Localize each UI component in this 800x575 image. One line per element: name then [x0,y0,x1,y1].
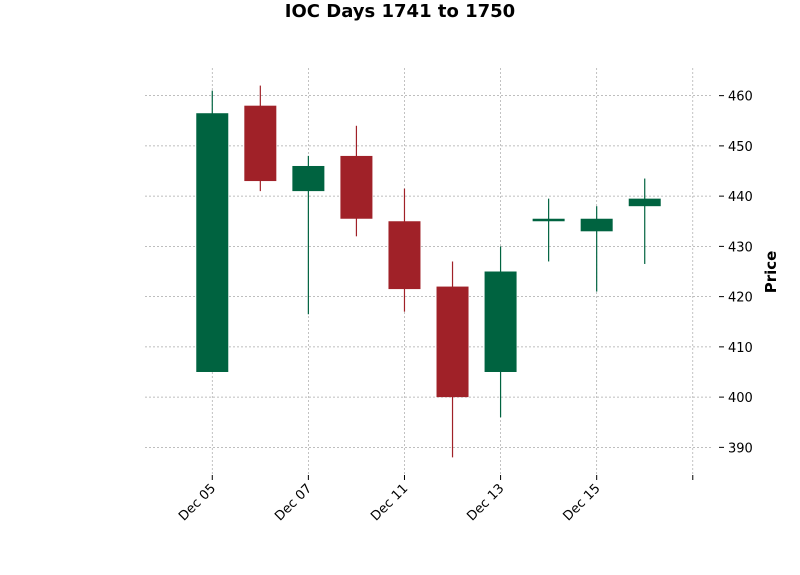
candle-down [436,261,469,458]
y-tick-label: 460 [728,90,753,105]
y-tick-label: 400 [728,391,753,406]
y-tick-label: 390 [728,441,753,456]
candle-up [628,178,661,264]
candle-up [580,206,613,292]
candle-down [388,188,421,312]
x-tick-label: Dec 07 [272,481,315,524]
chart-title: IOC Days 1741 to 1750 [285,1,515,22]
y-tick-label: 450 [728,140,753,155]
y-tick-label: 430 [728,240,753,255]
candle-body [580,218,613,232]
x-tick-label: Dec 05 [176,481,219,524]
candle-body [532,218,565,222]
candle-up [532,198,565,262]
candle-body [436,286,469,398]
x-axis: Dec 05 Dec 07 Dec 11 Dec 13 Dec 15 [176,475,694,524]
x-tick-label: Dec 15 [560,481,603,524]
y-tick-label: 440 [728,190,753,205]
y-tick-label: 420 [728,291,753,306]
candle-up [292,155,325,315]
grid [145,68,712,475]
candle-down [244,85,277,192]
candle-up [196,90,229,372]
candles [196,85,661,458]
y-tick-label: 410 [728,341,753,356]
candle-body [484,271,517,372]
candle-body [340,155,373,219]
candle-body [388,221,421,290]
candle-down [340,125,373,237]
y-axis: 390 400 410 420 430 440 450 460 [719,90,753,456]
candle-body [196,113,229,372]
candle-up [484,246,517,418]
x-tick-label: Dec 11 [368,481,411,524]
candle-body [292,165,325,192]
candle-body [628,198,661,207]
y-axis-label: Price [762,251,780,294]
candle-body [244,105,277,182]
x-tick-label: Dec 13 [464,481,507,524]
